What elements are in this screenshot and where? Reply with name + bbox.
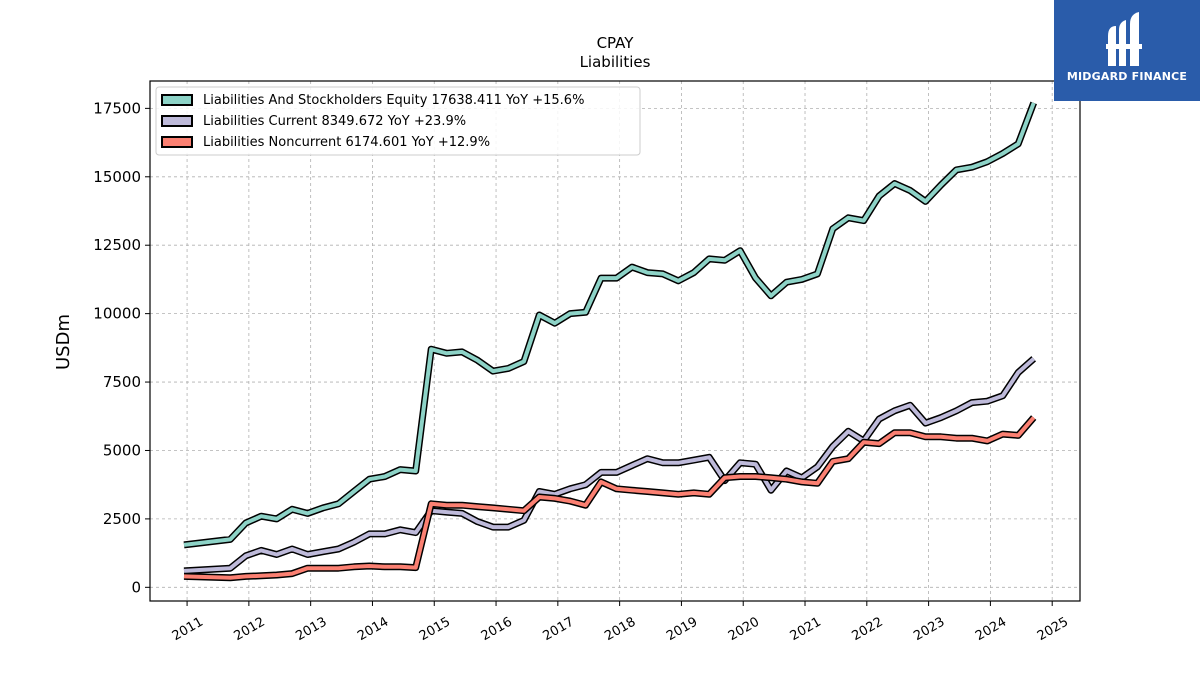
x-tick-label: 2019 xyxy=(664,615,700,645)
x-tick-label: 2016 xyxy=(479,615,515,645)
y-tick-label: 12500 xyxy=(93,236,141,254)
legend-label-noncurrent: Liabilities Noncurrent 6174.601 YoY +12.… xyxy=(203,135,490,150)
series-line xyxy=(183,357,1036,573)
chart-subtitle: Liabilities xyxy=(580,53,651,71)
y-tick-label: 5000 xyxy=(103,441,141,459)
series-line xyxy=(183,416,1036,580)
y-tick-label: 2500 xyxy=(103,510,141,528)
brand-logo: MIDGARD FINANCE xyxy=(1054,0,1200,101)
plot-frame xyxy=(149,80,1081,602)
series-line-outline xyxy=(183,101,1037,549)
x-tick-label: 2015 xyxy=(417,615,453,645)
series-line-outline xyxy=(183,356,1037,575)
series-layer xyxy=(183,101,1037,582)
x-tick-label: 2018 xyxy=(602,615,638,645)
legend: Liabilities And Stockholders Equity 1763… xyxy=(155,86,641,156)
x-tick-label: 2011 xyxy=(170,615,206,645)
y-ticks: 0 2500 5000 7500 10000 12500 15000 17500 xyxy=(93,99,150,596)
legend-label-equity: Liabilities And Stockholders Equity 1763… xyxy=(203,93,584,108)
x-tick-label: 2013 xyxy=(293,615,329,645)
legend-label-current: Liabilities Current 8349.672 YoY +23.9% xyxy=(203,114,466,129)
x-tick-label: 2024 xyxy=(973,615,1009,645)
midgard-logo-icon xyxy=(1106,12,1142,66)
x-tick-label: 2025 xyxy=(1035,615,1071,645)
y-axis-label: USDm xyxy=(53,314,74,370)
legend-swatch-noncurrent xyxy=(161,136,193,148)
series-1 xyxy=(183,356,1037,575)
logo-text: MIDGARD FINANCE xyxy=(1066,70,1188,83)
legend-box xyxy=(155,86,641,156)
y-tick-label: 10000 xyxy=(93,305,141,323)
x-tick-label: 2022 xyxy=(849,615,885,645)
y-tick-label: 0 xyxy=(131,578,141,596)
chart-title: CPAY xyxy=(597,34,635,52)
legend-swatch-equity xyxy=(161,94,193,106)
legend-swatch-current xyxy=(161,115,193,127)
x-tick-label: 2012 xyxy=(232,615,268,645)
x-tick-label: 2021 xyxy=(788,615,824,645)
grid xyxy=(150,81,1080,601)
y-tick-label: 17500 xyxy=(93,99,141,117)
y-tick-label: 15000 xyxy=(93,168,141,186)
y-tick-label: 7500 xyxy=(103,373,141,391)
x-tick-label: 2020 xyxy=(726,615,762,645)
series-2 xyxy=(183,415,1037,582)
x-tick-label: 2023 xyxy=(911,615,947,645)
x-ticks: 2011 2012 2013 2014 2015 2016 2017 2018 2019 2020… xyxy=(170,601,1071,644)
series-line xyxy=(183,102,1036,547)
x-tick-label: 2014 xyxy=(355,615,391,645)
series-0 xyxy=(183,101,1037,549)
x-tick-label: 2017 xyxy=(541,615,577,645)
